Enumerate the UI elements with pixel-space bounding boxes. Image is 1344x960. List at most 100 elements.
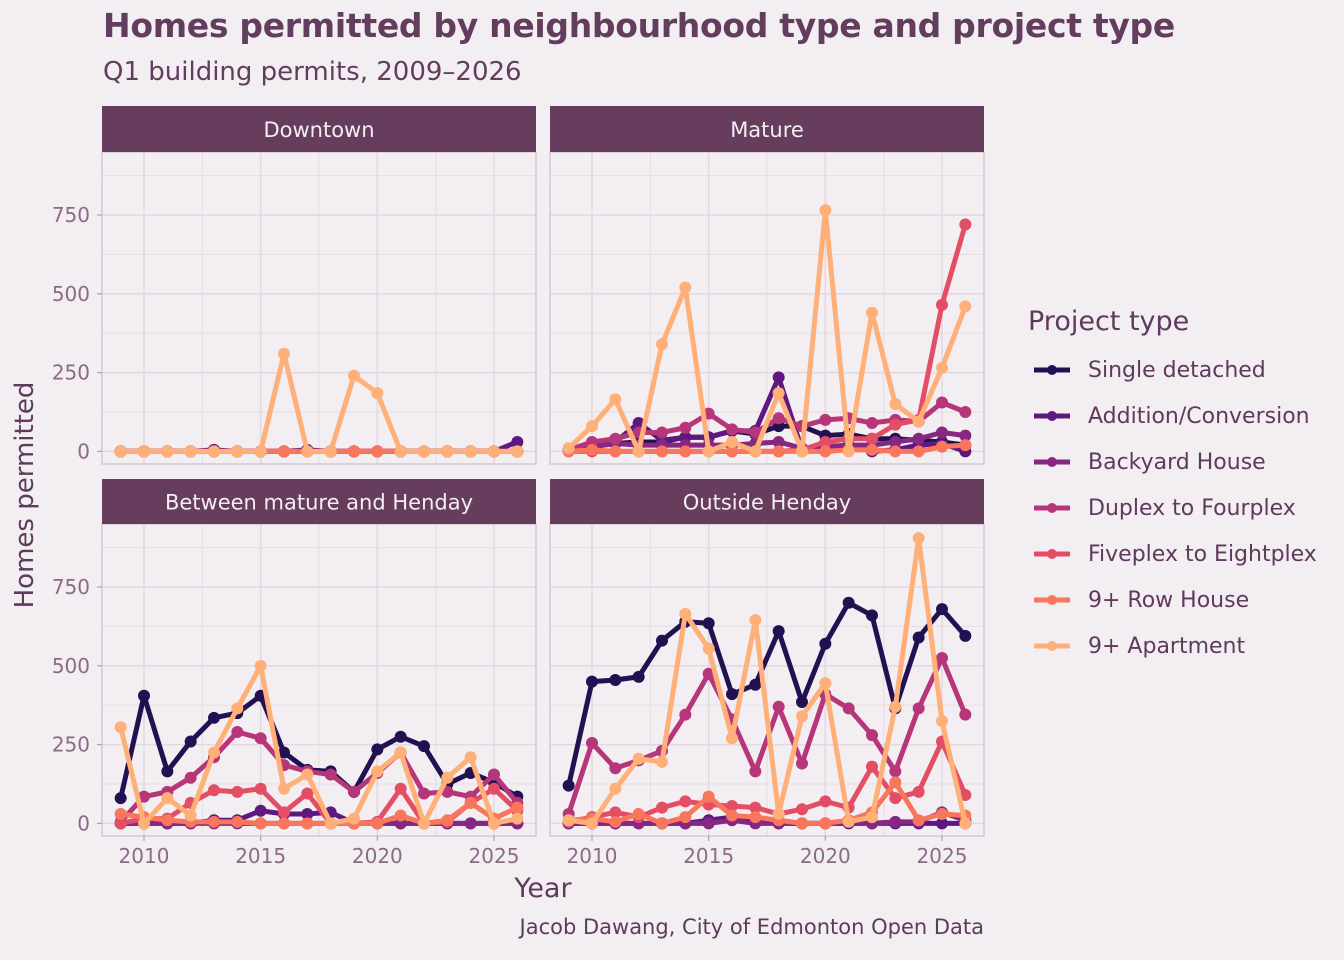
data-point [301, 817, 314, 830]
data-point [936, 361, 948, 374]
data-point [488, 445, 500, 458]
data-point [866, 417, 878, 430]
legend-item: Addition/Conversion [1028, 393, 1317, 439]
data-point [231, 815, 244, 828]
data-point [586, 675, 598, 688]
data-point [371, 445, 384, 458]
data-point [889, 765, 902, 778]
data-point [912, 445, 925, 458]
data-point [912, 785, 925, 798]
data-point [609, 782, 622, 795]
data-point [819, 817, 832, 830]
y-tick-label: 0 [77, 439, 90, 463]
data-point [114, 721, 127, 734]
data-point [348, 785, 360, 798]
data-point [656, 445, 668, 458]
data-point [184, 809, 197, 822]
data-point [184, 771, 197, 784]
data-point [679, 811, 692, 824]
data-point [418, 445, 430, 458]
data-point [464, 445, 477, 458]
data-point [609, 674, 622, 686]
data-point [208, 815, 220, 828]
data-point [208, 784, 220, 797]
data-point [184, 445, 197, 458]
data-point [889, 418, 902, 431]
legend-item: 9+ Row House [1028, 577, 1317, 623]
data-point [254, 804, 267, 817]
data-point [726, 688, 738, 701]
data-point [819, 637, 832, 650]
data-point [254, 445, 267, 458]
data-point [912, 415, 925, 428]
data-point [889, 445, 902, 458]
facet-strip [102, 479, 536, 524]
data-point [702, 817, 715, 830]
data-point [324, 768, 337, 781]
data-point [371, 817, 384, 830]
data-point [679, 708, 692, 721]
data-point [936, 298, 948, 311]
data-point [138, 445, 150, 458]
data-point [632, 445, 645, 458]
data-point [586, 443, 598, 456]
data-point [609, 815, 622, 828]
data-point [889, 776, 902, 789]
data-point [726, 445, 738, 458]
data-point [609, 432, 622, 445]
data-point [889, 398, 902, 411]
data-point [819, 445, 832, 458]
data-point [796, 445, 808, 458]
data-point [301, 787, 314, 800]
data-point [488, 782, 500, 795]
data-point [936, 714, 948, 727]
legend-label: Single detached [1088, 357, 1266, 383]
data-point [936, 440, 948, 453]
x-tick-label: 2025 [469, 844, 520, 868]
data-point [418, 817, 430, 830]
data-point [842, 702, 855, 715]
data-point [749, 765, 762, 778]
x-tick-label: 2020 [352, 844, 403, 868]
data-point [324, 817, 337, 830]
chart-subtitle: Q1 building permits, 2009–2026 [103, 57, 522, 87]
y-tick-label: 250 [52, 361, 90, 385]
facet-strip-label: Mature [730, 118, 804, 142]
data-point [726, 732, 738, 745]
data-point [394, 445, 407, 458]
data-point [749, 445, 762, 458]
data-point [866, 729, 878, 742]
legend-line-point-icon [1032, 452, 1072, 472]
data-point [632, 807, 645, 820]
data-point [371, 387, 384, 400]
data-point [609, 393, 622, 406]
data-point [511, 801, 524, 814]
data-point [208, 711, 220, 724]
data-point [959, 429, 972, 442]
data-point [208, 445, 220, 458]
data-point [138, 790, 150, 803]
data-point [842, 815, 855, 828]
x-tick-label: 2020 [800, 844, 851, 868]
legend: Project type Single detached Addition/Con… [1028, 306, 1317, 669]
data-point [889, 700, 902, 713]
data-point [609, 445, 622, 458]
x-tick-label: 2010 [567, 844, 618, 868]
data-point [772, 445, 785, 458]
data-point [772, 435, 785, 448]
series-line [566, 535, 968, 826]
data-point [161, 792, 174, 805]
data-point [749, 811, 762, 824]
data-point [586, 420, 598, 433]
data-point [656, 426, 668, 439]
data-point [114, 807, 127, 820]
data-point [301, 807, 314, 820]
data-point [749, 426, 762, 439]
data-point [726, 809, 738, 822]
data-point [819, 795, 832, 808]
data-point [889, 792, 902, 805]
legend-item: Fiveplex to Eightplex [1028, 531, 1317, 577]
data-point [772, 807, 785, 820]
data-point [936, 807, 948, 820]
y-tick-label: 250 [52, 733, 90, 757]
